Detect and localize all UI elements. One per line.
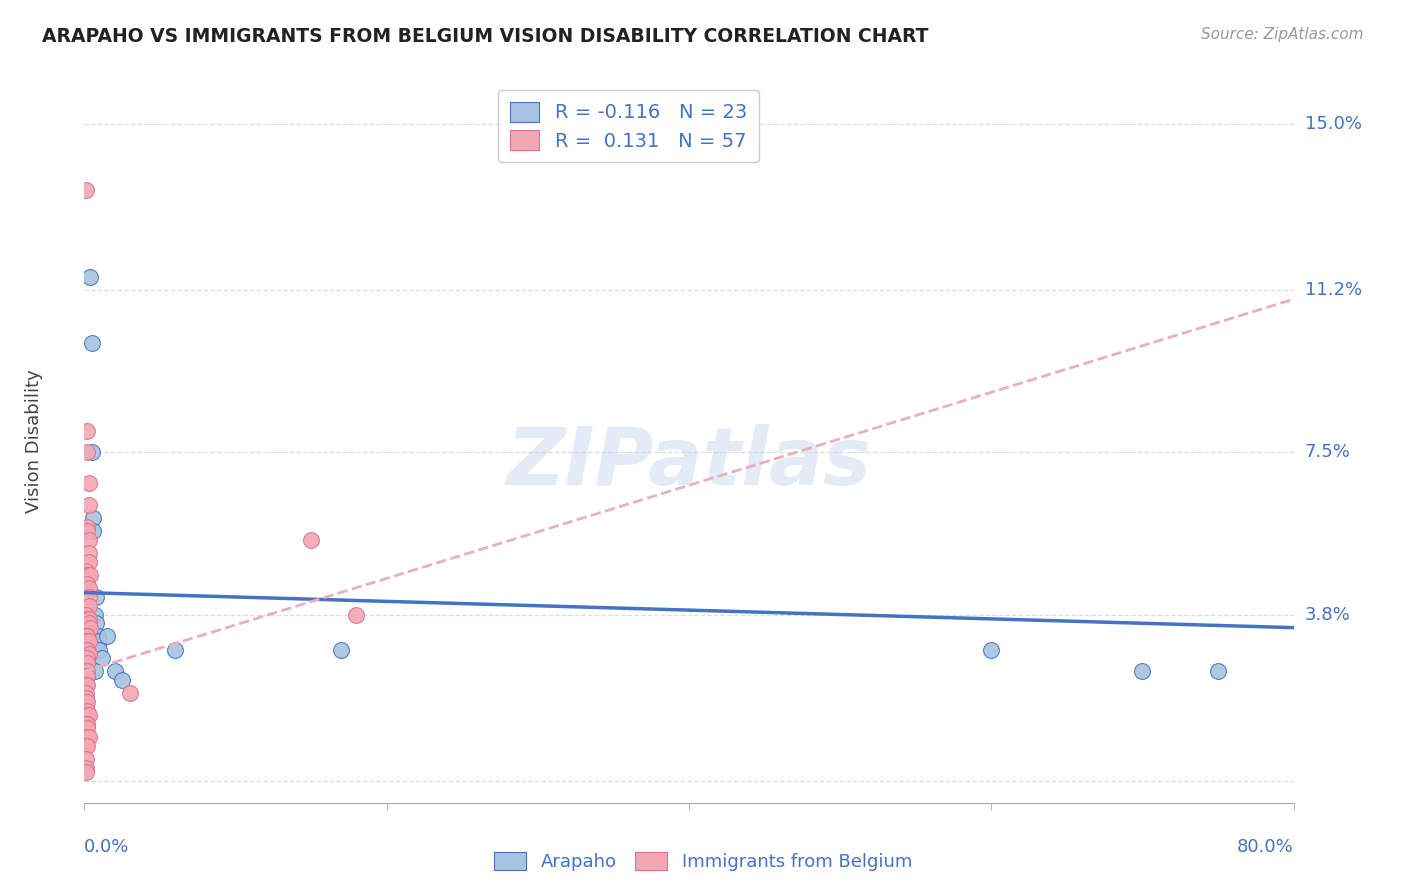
Point xyxy=(76,677,98,691)
Point xyxy=(76,656,98,670)
Point xyxy=(77,708,100,723)
Point xyxy=(89,633,111,648)
Point xyxy=(77,612,100,626)
Point xyxy=(75,717,97,731)
Point xyxy=(76,577,98,591)
Point xyxy=(75,686,97,700)
Point xyxy=(980,642,1002,657)
Point xyxy=(77,633,100,648)
Legend: R = -0.116   N = 23, R =  0.131   N = 57: R = -0.116 N = 23, R = 0.131 N = 57 xyxy=(498,90,759,162)
Point xyxy=(77,647,100,661)
Point xyxy=(82,511,104,525)
Point xyxy=(91,651,114,665)
Text: ZIPatlas: ZIPatlas xyxy=(506,425,872,502)
Point xyxy=(76,739,98,753)
Point xyxy=(76,704,98,718)
Point xyxy=(77,476,100,491)
Point xyxy=(76,568,98,582)
Point xyxy=(76,665,98,679)
Point xyxy=(75,765,97,780)
Point xyxy=(77,616,100,631)
Point xyxy=(75,665,97,679)
Point xyxy=(79,568,101,582)
Point xyxy=(1130,665,1153,679)
Point xyxy=(77,498,100,512)
Point xyxy=(118,686,141,700)
Point xyxy=(75,607,97,622)
Point xyxy=(330,642,353,657)
Point xyxy=(77,533,100,547)
Point xyxy=(76,445,98,459)
Point xyxy=(165,642,187,657)
Point xyxy=(77,546,100,560)
Point xyxy=(77,730,100,744)
Point xyxy=(87,629,110,643)
Text: 0.0%: 0.0% xyxy=(84,838,129,855)
Point xyxy=(76,651,98,665)
Point xyxy=(76,695,98,709)
Text: 7.5%: 7.5% xyxy=(1305,443,1351,461)
Point xyxy=(299,533,322,547)
Text: 11.2%: 11.2% xyxy=(1305,282,1362,300)
Point xyxy=(104,665,127,679)
Point xyxy=(75,183,97,197)
Text: 15.0%: 15.0% xyxy=(1305,115,1361,133)
Point xyxy=(76,669,98,683)
Point xyxy=(76,629,98,643)
Point xyxy=(86,642,108,657)
Point xyxy=(84,607,107,622)
Point xyxy=(76,722,98,736)
Point xyxy=(76,642,98,657)
Point xyxy=(75,761,97,775)
Point xyxy=(77,590,100,604)
Point xyxy=(80,445,103,459)
Point xyxy=(76,612,98,626)
Point xyxy=(77,581,100,595)
Point xyxy=(75,651,97,665)
Point xyxy=(75,752,97,766)
Point xyxy=(76,633,98,648)
Point xyxy=(77,555,100,569)
Point xyxy=(79,270,101,285)
Text: Vision Disability: Vision Disability xyxy=(24,369,42,514)
Point xyxy=(75,677,97,691)
Point xyxy=(84,629,107,643)
Text: ARAPAHO VS IMMIGRANTS FROM BELGIUM VISION DISABILITY CORRELATION CHART: ARAPAHO VS IMMIGRANTS FROM BELGIUM VISIO… xyxy=(42,27,929,45)
Point xyxy=(75,690,97,705)
Point xyxy=(76,424,98,438)
Point xyxy=(84,665,107,679)
Point xyxy=(82,524,104,539)
Legend: Arapaho, Immigrants from Belgium: Arapaho, Immigrants from Belgium xyxy=(486,845,920,879)
Point xyxy=(75,669,97,683)
Point xyxy=(77,599,100,613)
Point xyxy=(75,564,97,578)
Point xyxy=(86,590,108,604)
Point xyxy=(76,520,98,534)
Text: Source: ZipAtlas.com: Source: ZipAtlas.com xyxy=(1201,27,1364,42)
Point xyxy=(76,730,98,744)
Point xyxy=(76,524,98,539)
Point xyxy=(1206,665,1229,679)
Point xyxy=(89,642,111,657)
Point xyxy=(75,629,97,643)
Point xyxy=(76,717,98,731)
Point xyxy=(96,629,118,643)
Text: 80.0%: 80.0% xyxy=(1237,838,1294,855)
Point xyxy=(111,673,134,688)
Point xyxy=(86,616,108,631)
Point xyxy=(346,607,368,622)
Point xyxy=(76,708,98,723)
Point xyxy=(80,336,103,351)
Point xyxy=(75,739,97,753)
Point xyxy=(75,642,97,657)
Text: 3.8%: 3.8% xyxy=(1305,606,1350,624)
Point xyxy=(79,621,101,635)
